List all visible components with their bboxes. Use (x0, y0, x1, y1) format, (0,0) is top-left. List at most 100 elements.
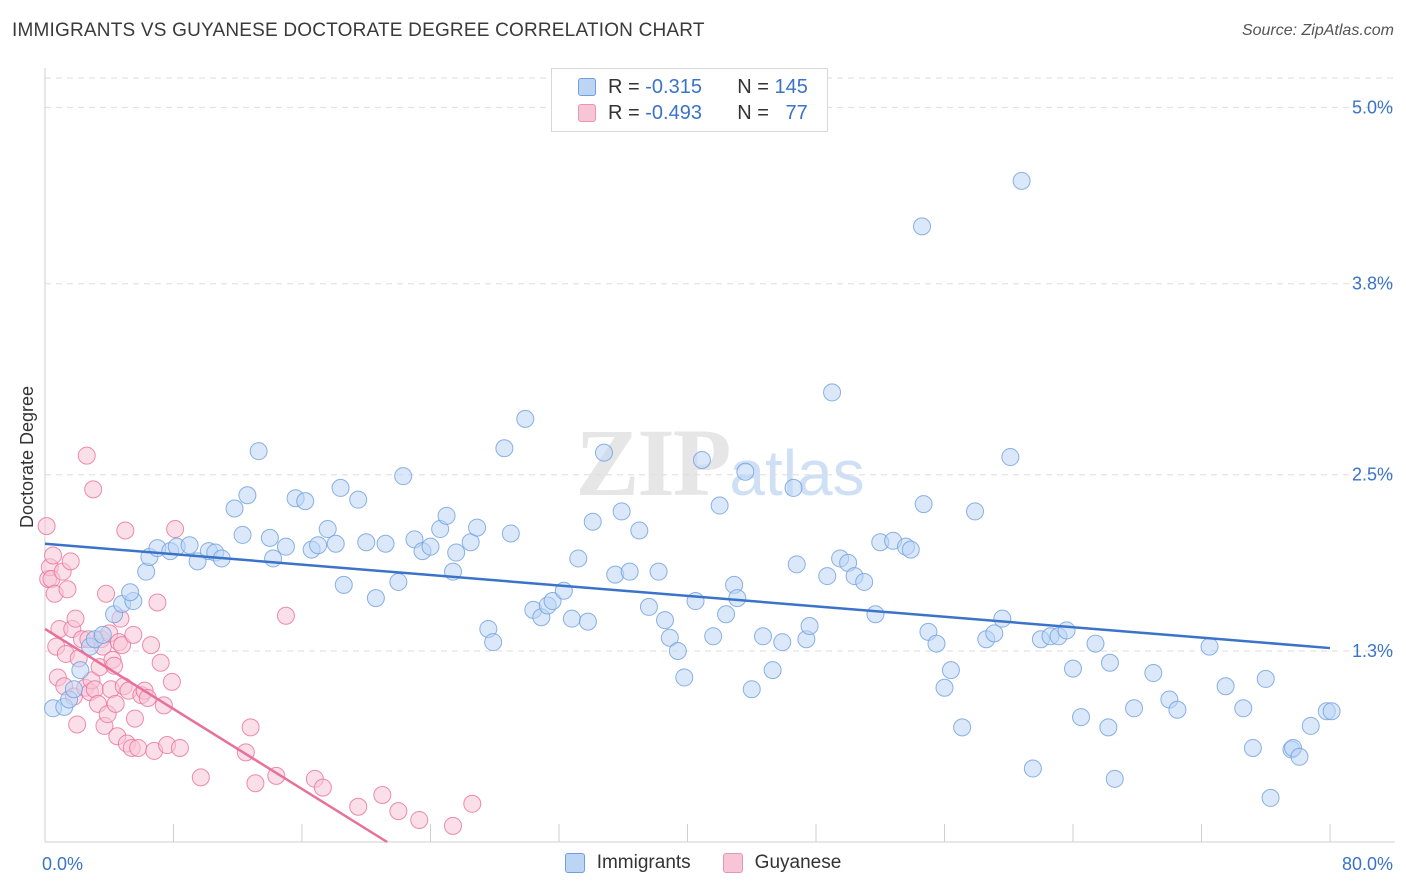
immigrants-trend-line (44, 542, 1331, 650)
immigrants-point (1105, 769, 1124, 788)
immigrants-point (1001, 448, 1020, 467)
immigrants-point (993, 609, 1012, 628)
guyanese-point (313, 778, 332, 797)
immigrants-point (710, 496, 729, 515)
chart-title: IMMIGRANTS VS GUYANESE DOCTORATE DEGREE … (12, 20, 705, 41)
immigrants-point (656, 611, 675, 630)
immigrants-point (630, 521, 649, 540)
immigrants-point (1234, 699, 1253, 718)
series-label-guyanese: Guyanese (754, 852, 842, 873)
immigrants-point (1023, 759, 1042, 778)
immigrants-point (1086, 634, 1105, 653)
legend-swatch-guyanese (578, 104, 596, 122)
immigrants-point (543, 592, 562, 611)
immigrants-point (569, 549, 588, 568)
immigrants-points (44, 171, 1341, 807)
series-label-immigrants: Immigrants (596, 852, 691, 873)
watermark: ZIPatlas (575, 409, 864, 516)
guyanese-point (373, 785, 392, 804)
immigrants-point (249, 442, 268, 461)
immigrants-point (866, 605, 885, 624)
guyanese-points (37, 446, 482, 835)
legend-r-label: R = (608, 75, 646, 98)
legend-n-value: 145 (774, 75, 808, 98)
immigrants-point (501, 524, 520, 543)
guyanese-point (142, 636, 161, 655)
immigrants-point (376, 534, 395, 553)
legend-r-value: -0.493 (645, 101, 702, 124)
immigrants-point (121, 583, 140, 602)
series-legend-immigrants[interactable]: Immigrants (564, 852, 691, 874)
guyanese-point (84, 480, 103, 499)
immigrants-point (594, 443, 613, 462)
immigrants-point (855, 572, 874, 591)
guyanese-point (61, 552, 80, 571)
immigrants-point (753, 627, 772, 646)
immigrants-point (1216, 677, 1235, 696)
guyanese-point (66, 609, 85, 628)
guyanese-point (129, 738, 148, 757)
series-legend-guyanese[interactable]: Guyanese (722, 852, 842, 874)
guyanese-point (124, 625, 143, 644)
immigrants-point (1144, 664, 1163, 683)
x-tick-label: 80.0% (1342, 854, 1393, 874)
immigrants-point (818, 567, 837, 586)
immigrants-point (1200, 637, 1219, 656)
immigrants-point (668, 642, 687, 660)
legend-row-guyanese: R = -0.493 N = 77 (578, 101, 808, 125)
immigrants-point (1125, 699, 1144, 718)
immigrants-point (787, 555, 806, 574)
guyanese-point (276, 606, 295, 625)
immigrants-point (1057, 621, 1076, 640)
immigrants-point (1064, 659, 1082, 678)
guyanese-point (116, 521, 135, 540)
guyanese-point (463, 794, 482, 813)
x-tick-label: 0.0% (42, 854, 83, 874)
immigrants-point (649, 562, 668, 581)
guyanese-point (241, 718, 260, 737)
immigrants-point (742, 680, 761, 699)
immigrants-point (620, 562, 639, 581)
immigrants-point (349, 490, 368, 509)
guyanese-point (443, 816, 462, 835)
axes (44, 68, 1395, 843)
guyanese-point (44, 546, 63, 565)
immigrants-point (389, 572, 408, 591)
immigrants-point (583, 512, 602, 531)
immigrants-point (728, 589, 747, 608)
guyanese-point (37, 517, 56, 536)
y-axis-label: Doctorate Degree (17, 386, 37, 528)
immigrants-point (238, 486, 257, 505)
immigrants-point (935, 678, 954, 697)
immigrants-point (326, 534, 345, 553)
legend-r-value: -0.315 (645, 75, 702, 98)
immigrants-point (966, 502, 985, 521)
immigrants-point (276, 537, 295, 556)
immigrants-point (309, 536, 328, 555)
immigrants-point (578, 612, 597, 631)
immigrants-point (763, 661, 782, 680)
guyanese-point (349, 797, 368, 816)
immigrants-point (93, 625, 112, 644)
immigrants-point (913, 217, 932, 236)
series-legend: Immigrants Guyanese (0, 852, 1406, 874)
immigrants-point (800, 617, 819, 636)
guyanese-point (191, 768, 210, 787)
immigrants-point (692, 451, 711, 469)
guyanese-point (113, 636, 132, 655)
immigrants-point (927, 634, 946, 653)
immigrants-point (318, 520, 337, 539)
immigrants-point (357, 533, 376, 552)
immigrants-point (985, 624, 1004, 643)
legend-r-label: R = (608, 101, 646, 124)
immigrants-point (914, 495, 933, 514)
legend-row-immigrants: R = -0.315 N = 145 (578, 75, 808, 99)
immigrants-point (233, 525, 252, 544)
guyanese-point (148, 593, 167, 612)
immigrants-point (366, 589, 385, 608)
immigrants-point (1072, 708, 1091, 727)
immigrants-point (1168, 700, 1187, 719)
guyanese-point (58, 580, 77, 599)
immigrants-point (1099, 718, 1118, 737)
